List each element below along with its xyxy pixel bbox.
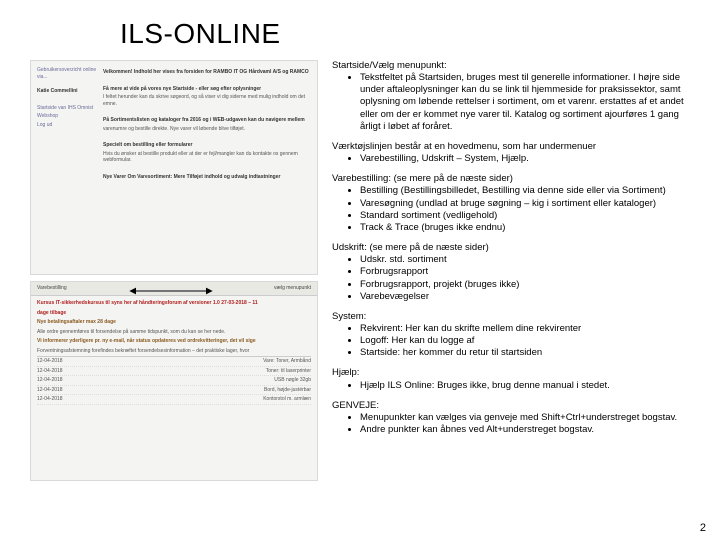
page-number: 2 bbox=[700, 522, 706, 534]
bullet: Forbrugsrapport bbox=[360, 266, 690, 278]
side-link: Startside van IHS Omnist bbox=[37, 105, 97, 112]
bullet: Bestilling (Bestillingsbilledet, Bestill… bbox=[360, 185, 690, 197]
bullet: Tekstfeltet på Startsiden, bruges mest t… bbox=[360, 72, 690, 133]
shot-table: 12-04-2018Vare: Toner, Armbånd 12-04-201… bbox=[37, 356, 311, 405]
bullet: Startside: her kommer du retur til start… bbox=[360, 347, 690, 359]
section-vaerktoj: Værktøjslinjen består at en hovedmenu, s… bbox=[332, 141, 690, 165]
side-link: Gebruikersoverzicht online via... bbox=[37, 67, 97, 80]
bullet: Logoff: Her kan du logge af bbox=[360, 335, 690, 347]
section-varebestilling: Varebestilling: (se mere på de næste sid… bbox=[332, 173, 690, 234]
slide: ILS-ONLINE Gebruikersoverzicht online vi… bbox=[0, 0, 720, 540]
shot-brown: Nye betalingsaftaler max 28 dage bbox=[37, 319, 311, 326]
section-head: Hjælp: bbox=[332, 367, 690, 379]
shot-text: I feltet herunder kan du skrive søgeord,… bbox=[103, 94, 311, 107]
shot-red: Kursus IT-sikkerhedskursus til syns her … bbox=[37, 300, 311, 307]
screenshots-column: Gebruikersoverzicht online via... Katie … bbox=[30, 60, 318, 481]
shot-heading: På Sortimentslisten og kataloger fra 201… bbox=[103, 117, 311, 124]
bullet: Andre punkter kan åbnes ved Alt+understr… bbox=[360, 424, 690, 436]
section-system: System: Rekvirent: Her kan du skrifte me… bbox=[332, 311, 690, 360]
bullet: Varesøgning (undlad at bruge søgning – k… bbox=[360, 198, 690, 210]
section-udskrift: Udskrift: (se mere på de næste sider) Ud… bbox=[332, 242, 690, 303]
bullet: Forbrugsrapport, projekt (bruges ikke) bbox=[360, 279, 690, 291]
shot-heading: Få mere at vide på vores nye Startside -… bbox=[103, 86, 311, 93]
section-head: System: bbox=[332, 311, 690, 323]
bullet: Rekvirent: Her kan du skrifte mellem din… bbox=[360, 323, 690, 335]
side-user: Katie Commellini bbox=[37, 88, 97, 95]
bullet: Varebestilling, Udskrift – System, Hjælp… bbox=[360, 153, 690, 165]
side-link: Webshop bbox=[37, 113, 97, 120]
shot-heading: Nye Varer Om Varesortiment: Mere Tilføje… bbox=[103, 174, 311, 181]
section-head: Udskrift: (se mere på de næste sider) bbox=[332, 242, 690, 254]
arrow-annotation bbox=[126, 286, 216, 296]
shot-text: Hvis du ønsker at bestille produkt eller… bbox=[103, 151, 311, 164]
content-row: Gebruikersoverzicht online via... Katie … bbox=[30, 60, 690, 481]
slide-title: ILS-ONLINE bbox=[120, 18, 690, 50]
shot-text: Alle ordre gennemføres til forsendelse p… bbox=[37, 329, 311, 336]
bullet: Standard sortiment (vedligehold) bbox=[360, 210, 690, 222]
bullet: Track & Trace (bruges ikke endnu) bbox=[360, 222, 690, 234]
text-column: Startside/Vælg menupunkt: Tekstfeltet på… bbox=[332, 60, 690, 481]
bullet: Varebevægelser bbox=[360, 291, 690, 303]
section-head: Startside/Vælg menupunkt: bbox=[332, 60, 690, 72]
bullet: Udskr. std. sortiment bbox=[360, 254, 690, 266]
shot-heading: Specielt om bestilling eller formularer bbox=[103, 142, 311, 149]
section-head: GENVEJE: bbox=[332, 400, 690, 412]
shot-brown: Vi informerer yderligere pr. ny e-mail, … bbox=[37, 338, 311, 345]
shot-text: Forventningsafstemning forefindes bekræf… bbox=[37, 348, 311, 355]
toolbar-right: vælg menupunkt bbox=[274, 285, 311, 292]
section-head: Værktøjslinjen består at en hovedmenu, s… bbox=[332, 141, 690, 153]
side-link: Log ud bbox=[37, 122, 97, 129]
section-hjaelp: Hjælp: Hjælp ILS Online: Bruges ikke, br… bbox=[332, 367, 690, 391]
toolbar-left: Varebestilling bbox=[37, 285, 67, 292]
section-head: Varebestilling: (se mere på de næste sid… bbox=[332, 173, 690, 185]
screenshot-varebestilling: Varebestilling vælg menupunkt Kursus IT-… bbox=[30, 281, 318, 481]
bullet: Menupunkter kan vælges via genveje med S… bbox=[360, 412, 690, 424]
shot-red: dage tilbage bbox=[37, 310, 311, 317]
section-genveje: GENVEJE: Menupunkter kan vælges via genv… bbox=[332, 400, 690, 436]
screenshot-startside: Gebruikersoverzicht online via... Katie … bbox=[30, 60, 318, 275]
section-startside: Startside/Vælg menupunkt: Tekstfeltet på… bbox=[332, 60, 690, 133]
shot-heading: Velkommen! Indhold her vises fra forside… bbox=[103, 69, 311, 76]
bullet: Hjælp ILS Online: Bruges ikke, brug denn… bbox=[360, 380, 690, 392]
